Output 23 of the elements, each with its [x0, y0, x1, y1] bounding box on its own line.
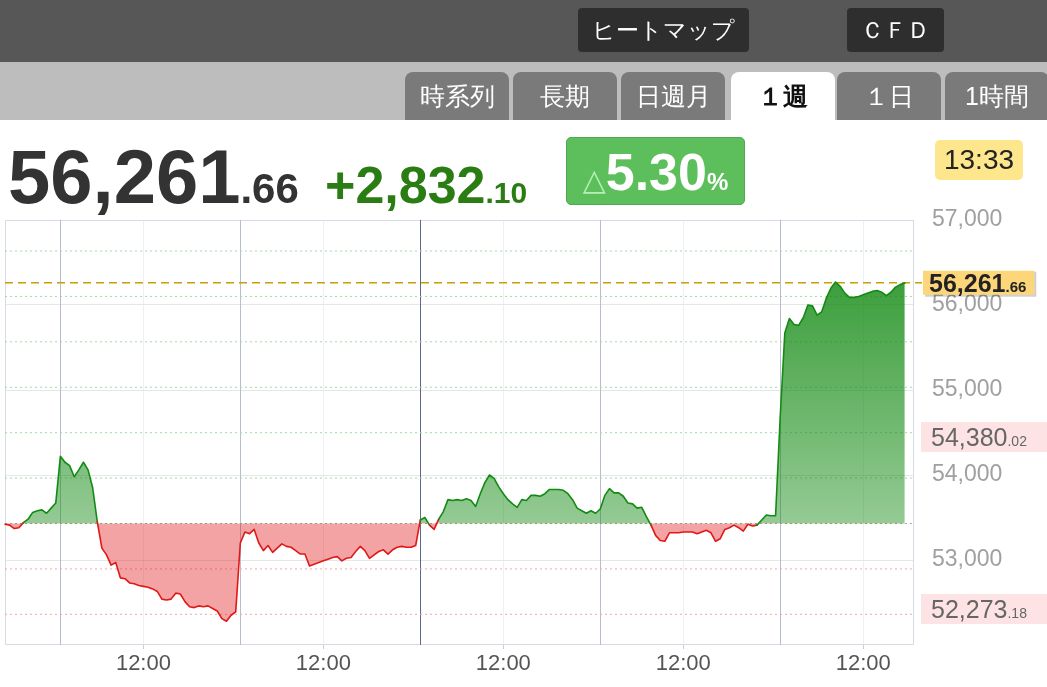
- x-tick-label: 12:00: [295, 650, 351, 676]
- label-box: 52,273.18: [921, 594, 1047, 624]
- text: 56,261.66: [8, 134, 299, 219]
- tab[interactable]: １日: [837, 72, 941, 120]
- x-tick-label: 12:00: [115, 650, 171, 676]
- button[interactable]: ＣＦＤ: [847, 8, 944, 52]
- text: +2,832.10: [325, 156, 528, 214]
- y-tick-label: 53,000: [932, 545, 1003, 572]
- y-tick-label: 55,000: [932, 375, 1003, 402]
- y-tick-label: 54,000: [932, 460, 1003, 487]
- button[interactable]: ヒートマップ: [578, 8, 749, 52]
- tab[interactable]: 時系列: [405, 72, 509, 120]
- y-tick-label: 57,000: [932, 205, 1003, 232]
- tab[interactable]: 日週月: [621, 72, 725, 120]
- label-box: 54,380.02: [921, 422, 1047, 452]
- tab[interactable]: １週: [731, 72, 835, 120]
- x-tick-label: 12:00: [655, 650, 711, 676]
- badge: △5.30%: [566, 137, 745, 205]
- badge: 13:33: [935, 140, 1023, 180]
- tab[interactable]: 1時間: [945, 72, 1047, 120]
- x-tick-label: 12:00: [835, 650, 891, 676]
- x-tick-label: 12:00: [475, 650, 531, 676]
- tab[interactable]: 長期: [513, 72, 617, 120]
